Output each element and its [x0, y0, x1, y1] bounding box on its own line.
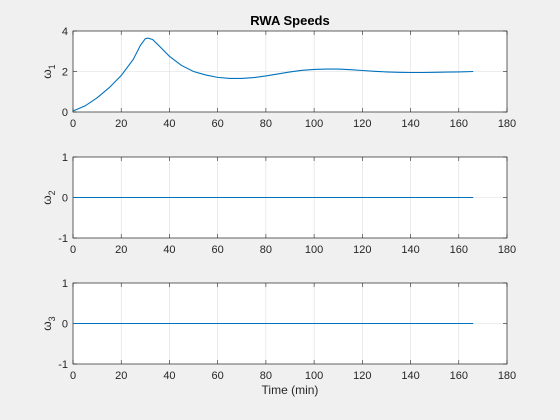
- subplot-1: 0 20 40 60 80 100 120 140 160 180 0 2 4 ω1 RWA Speeds: [40, 13, 516, 130]
- x-tick-label: 160: [450, 370, 468, 382]
- y-axis-label-symbol: ω: [40, 195, 54, 204]
- y-tick-label: -1: [58, 233, 68, 245]
- y-axis-label-subscript: 2: [47, 190, 57, 195]
- axes-box: [72, 30, 508, 113]
- x-tick-label: 120: [353, 244, 371, 256]
- y-tick-label: 2: [62, 67, 68, 79]
- x-tick-label: 20: [115, 370, 127, 382]
- y-axis-label-subscript: 3: [47, 316, 57, 321]
- x-tick-label: 60: [212, 244, 224, 256]
- x-tick-label: 60: [212, 370, 224, 382]
- series-line-omega1: [72, 37, 474, 112]
- x-tick-label: 100: [305, 370, 323, 382]
- x-tick-label: 100: [305, 244, 323, 256]
- x-tick-label: 160: [450, 118, 468, 130]
- y-tick-label: 4: [62, 26, 68, 38]
- x-tick-label: 140: [401, 370, 419, 382]
- y-tick-label: 0: [62, 319, 68, 331]
- x-axis-label: Time (min): [262, 383, 319, 397]
- y-axis-label-subscript: 1: [47, 64, 57, 69]
- x-tick-label: 180: [498, 244, 516, 256]
- x-tick-label: 80: [260, 370, 272, 382]
- x-tick-label: 20: [115, 244, 127, 256]
- y-tick-label: 0: [62, 107, 68, 119]
- x-tick-label: 0: [70, 370, 76, 382]
- x-tick-label: 40: [163, 118, 175, 130]
- x-tick-label: 80: [260, 244, 272, 256]
- x-tick-label: 100: [305, 118, 323, 130]
- x-tick-label: 120: [353, 118, 371, 130]
- x-tick-label: 60: [212, 118, 224, 130]
- y-tick-label: 1: [62, 152, 68, 164]
- x-tick-label: 140: [401, 118, 419, 130]
- chart-title: RWA Speeds: [250, 13, 329, 28]
- y-axis-label: ω1: [40, 64, 57, 78]
- x-tick-label: 0: [70, 244, 76, 256]
- y-axis-label: ω2: [40, 190, 57, 204]
- x-tick-label: 180: [498, 118, 516, 130]
- y-tick-label: -1: [58, 359, 68, 371]
- y-axis-label: ω3: [40, 316, 57, 330]
- x-tick-label: 40: [163, 370, 175, 382]
- x-tick-label: 120: [353, 370, 371, 382]
- x-tick-label: 20: [115, 118, 127, 130]
- x-tick-label: 160: [450, 244, 468, 256]
- y-axis-label-symbol: ω: [40, 69, 54, 78]
- x-tick-label: 140: [401, 244, 419, 256]
- x-tick-label: 0: [70, 118, 76, 130]
- y-tick-label: 0: [62, 193, 68, 205]
- y-axis-label-symbol: ω: [40, 321, 54, 330]
- x-tick-label: 40: [163, 244, 175, 256]
- x-tick-label: 80: [260, 118, 272, 130]
- y-tick-label: 1: [62, 278, 68, 290]
- x-tick-label: 180: [498, 370, 516, 382]
